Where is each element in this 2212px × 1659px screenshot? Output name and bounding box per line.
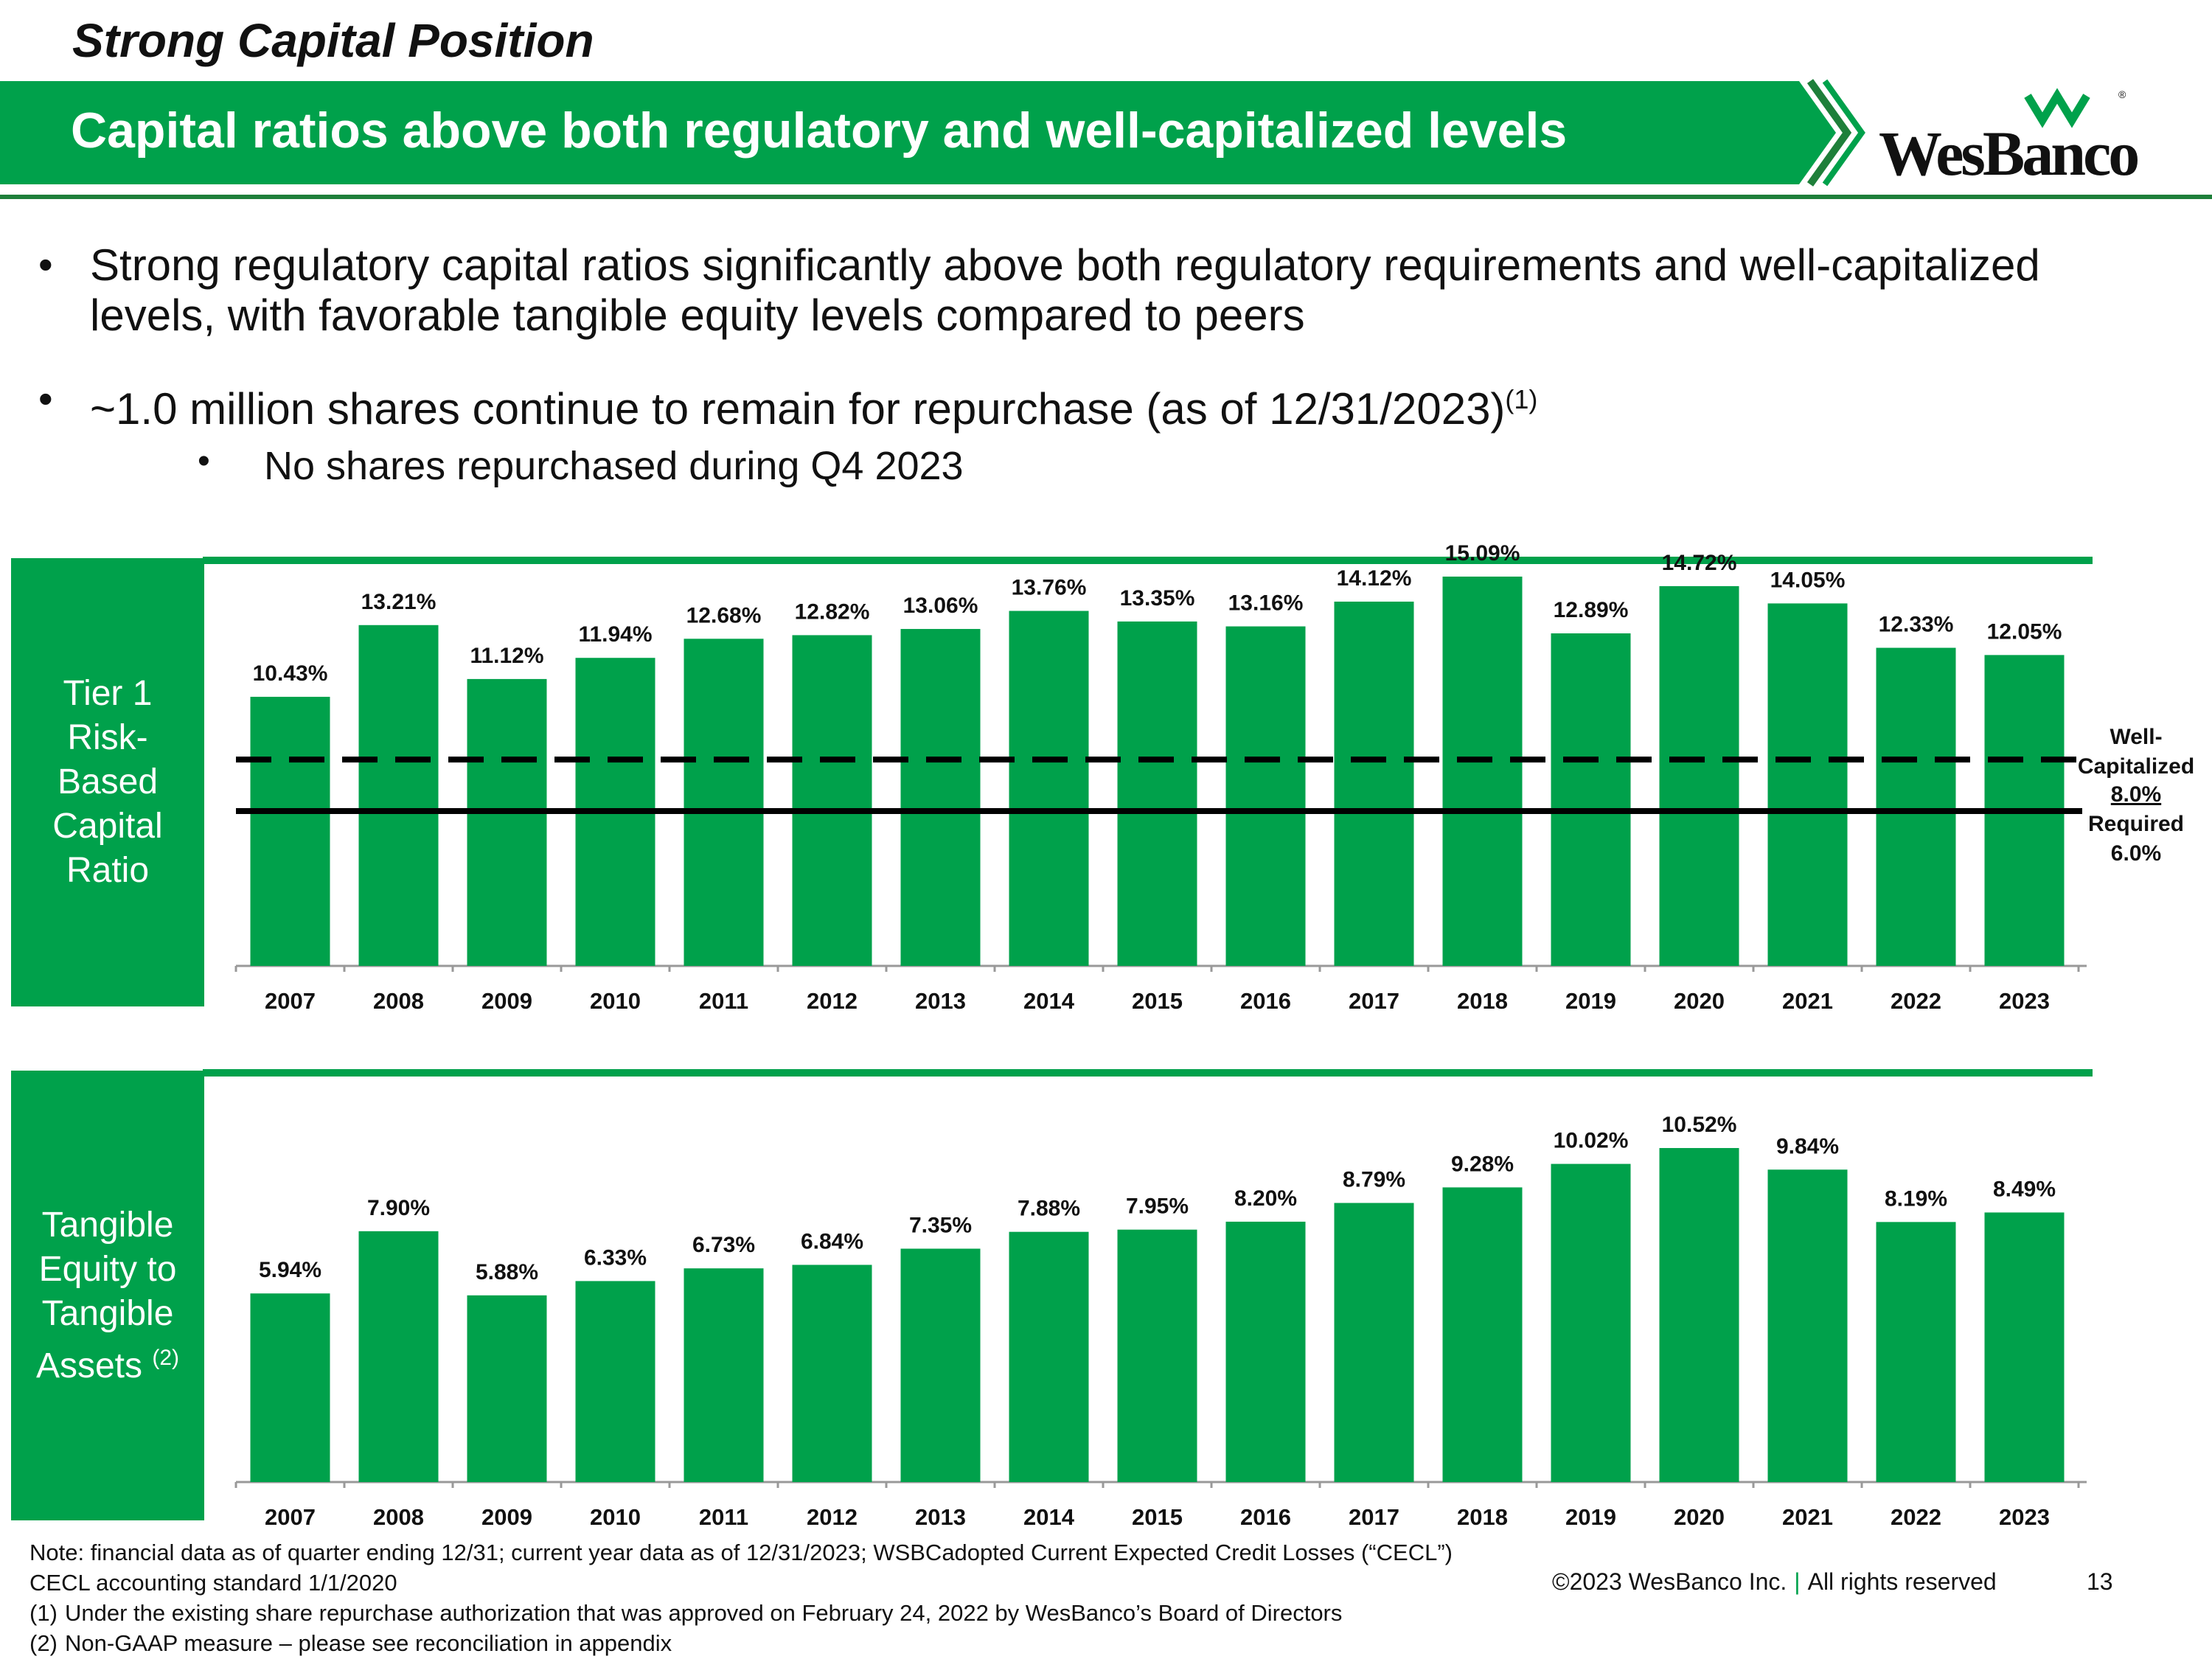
x-tick-label-2019: 2019	[1565, 1504, 1616, 1530]
x-tick-label-2020: 2020	[1674, 1504, 1725, 1530]
bar-2021	[1768, 1169, 1848, 1482]
x-tick-label-2016: 2016	[1240, 1504, 1291, 1530]
bar-2018	[1443, 1187, 1523, 1482]
bar-2019	[1551, 1164, 1631, 1482]
data-label-2016: 8.20%	[1234, 1186, 1297, 1211]
data-label-2010: 6.33%	[584, 1245, 647, 1270]
footer-copyright: ©2023 WesBanco Inc. | All rights reserved	[1552, 1568, 1997, 1596]
bar-2011	[684, 1268, 764, 1482]
data-label-2015: 7.95%	[1126, 1194, 1189, 1219]
bar-2010	[576, 1281, 655, 1482]
x-tick-label-2022: 2022	[1891, 1504, 1941, 1530]
bar-2007	[251, 1293, 330, 1482]
bar-2022	[1877, 1222, 1956, 1482]
x-tick-label-2023: 2023	[1999, 1504, 2050, 1530]
bar-2014	[1009, 1232, 1089, 1482]
x-tick-label-2007: 2007	[265, 1504, 316, 1530]
data-label-2017: 8.79%	[1343, 1167, 1405, 1192]
x-tick-label-2013: 2013	[915, 1504, 966, 1530]
bar-2023	[1985, 1212, 2065, 1482]
x-tick-label-2014: 2014	[1023, 1504, 1075, 1530]
x-tick-label-2011: 2011	[699, 1504, 748, 1530]
footnote-1: (1) Under the existing share repurchase …	[29, 1598, 1482, 1628]
data-label-2008: 7.90%	[367, 1196, 430, 1220]
data-label-2020: 10.52%	[1662, 1113, 1737, 1137]
data-label-2007: 5.94%	[259, 1258, 321, 1282]
bar-2017	[1335, 1203, 1414, 1482]
bar-2012	[793, 1265, 872, 1482]
x-tick-label-2008: 2008	[373, 1504, 424, 1530]
bar-2013	[901, 1249, 981, 1482]
data-label-2014: 7.88%	[1018, 1197, 1080, 1221]
bar-2020	[1660, 1148, 1739, 1482]
data-label-2013: 7.35%	[909, 1214, 972, 1238]
bar-2008	[359, 1231, 439, 1482]
note-text: Note: financial data as of quarter endin…	[29, 1537, 1482, 1598]
data-label-2012: 6.84%	[801, 1229, 863, 1253]
data-label-2021: 9.84%	[1776, 1134, 1839, 1158]
bar-2009	[467, 1295, 547, 1482]
bar-2016	[1226, 1222, 1306, 1482]
data-label-2022: 8.19%	[1885, 1186, 1947, 1211]
x-tick-label-2015: 2015	[1132, 1504, 1183, 1530]
tangible-chart: 5.94% 2007 7.90% 2008 5.88% 2009 6.33% 2010 6.73…	[0, 0, 2212, 1548]
x-tick-label-2017: 2017	[1349, 1504, 1399, 1530]
x-tick-label-2012: 2012	[807, 1504, 858, 1530]
x-tick-label-2010: 2010	[590, 1504, 641, 1530]
x-tick-label-2009: 2009	[481, 1504, 532, 1530]
page-number: 13	[2087, 1568, 2113, 1596]
notes-block: Note: financial data as of quarter endin…	[29, 1537, 1482, 1658]
data-label-2018: 9.28%	[1451, 1152, 1514, 1176]
data-label-2011: 6.73%	[692, 1233, 755, 1257]
bar-2015	[1118, 1230, 1197, 1482]
x-tick-label-2018: 2018	[1457, 1504, 1508, 1530]
data-label-2023: 8.49%	[1993, 1177, 2056, 1201]
data-label-2019: 10.02%	[1554, 1129, 1629, 1153]
data-label-2009: 5.88%	[476, 1260, 538, 1284]
x-tick-label-2021: 2021	[1782, 1504, 1833, 1530]
footnote-2: (2) Non-GAAP measure – please see reconc…	[29, 1628, 1482, 1658]
